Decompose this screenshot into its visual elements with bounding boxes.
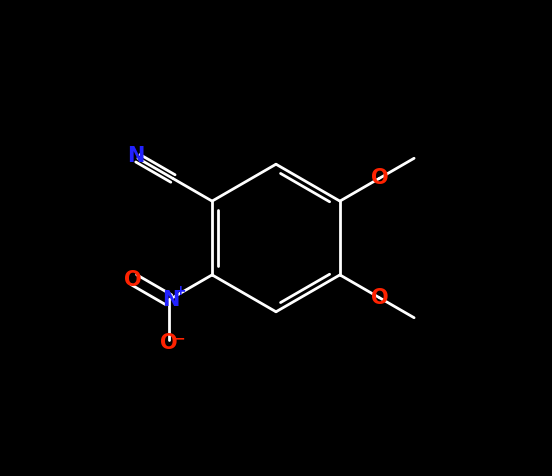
Text: O: O [160, 333, 178, 353]
Text: N: N [162, 290, 180, 310]
Text: O: O [371, 169, 389, 188]
Text: N: N [127, 146, 144, 166]
Text: O: O [371, 288, 389, 307]
Text: O: O [124, 269, 141, 290]
Text: −: − [173, 331, 185, 345]
Text: +: + [175, 284, 187, 298]
